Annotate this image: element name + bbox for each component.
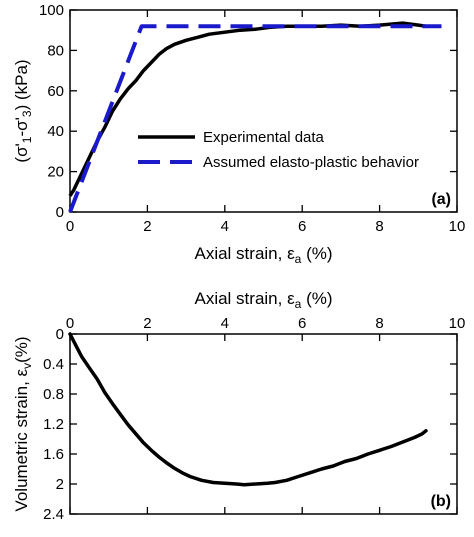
chart-a-x-ticks: 0 2 4 6 8 10 — [66, 10, 466, 235]
chart-a-y-tick-label: 60 — [47, 83, 64, 100]
chart-a: 0 2 4 6 8 10 0 20 40 60 80 100 Axial strain, εa (%… — [12, 2, 465, 266]
chart-b-x-axis-label: Axial strain, εa (%) — [194, 289, 332, 311]
chart-a-x-axis-label: Axial strain, εa (%) — [194, 244, 332, 266]
chart-a-x-tick-label: 2 — [143, 218, 151, 235]
chart-b-panel-label: (b) — [431, 493, 451, 510]
chart-b-y-ticks: 0 0.4 0.8 1.2 1.6 2 2.4 — [43, 326, 457, 523]
chart-b-x-tick-label: 6 — [298, 315, 306, 332]
chart-b-y-tick-label: 0 — [56, 326, 64, 343]
chart-a-x-tick-label: 0 — [66, 218, 74, 235]
chart-b-x-ticks: 0 2 4 6 8 10 — [66, 315, 466, 514]
chart-a-y-axis-label: (σ'1-σ'3) (kPa) — [12, 59, 34, 162]
chart-b-y-tick-label: 1.6 — [43, 446, 64, 463]
chart-a-y-ticks: 0 20 40 60 80 100 — [39, 2, 457, 221]
chart-a-x-tick-label: 6 — [298, 218, 306, 235]
chart-a-y-tick-label: 80 — [47, 42, 64, 59]
chart-b-y-tick-label: 2 — [56, 476, 64, 493]
chart-a-legend: Experimental data Assumed elasto-plastic… — [138, 129, 419, 171]
chart-a-y-tick-label: 100 — [39, 2, 64, 19]
chart-a-x-tick-label: 10 — [449, 218, 466, 235]
chart-b-x-tick-label: 4 — [221, 315, 229, 332]
chart-b-y-axis-label: Volumetric strain, εv(%) — [12, 336, 34, 511]
chart-a-panel-label: (a) — [431, 191, 451, 208]
chart-b: 0 2 4 6 8 10 0 0.4 0.8 1.2 1.6 2 2.4 Axial strain, … — [12, 289, 465, 523]
chart-b-series-group — [68, 332, 428, 487]
chart-a-x-tick-label: 8 — [375, 218, 383, 235]
series-line-experimental — [68, 21, 438, 197]
series-line-volumetric — [68, 332, 428, 487]
chart-b-x-tick-label: 0 — [66, 315, 74, 332]
chart-b-y-tick-label: 0.4 — [43, 356, 64, 373]
chart-b-y-tick-label: 2.4 — [43, 506, 64, 523]
chart-b-y-tick-label: 0.8 — [43, 386, 64, 403]
chart-a-series-group — [68, 21, 442, 213]
chart-b-x-tick-label: 8 — [375, 315, 383, 332]
chart-a-y-tick-label: 0 — [56, 204, 64, 221]
legend-label-experimental: Experimental data — [203, 129, 325, 146]
chart-a-y-tick-label: 40 — [47, 123, 64, 140]
chart-a-plot-frame — [69, 9, 458, 213]
chart-b-x-tick-label: 10 — [449, 315, 466, 332]
series-line-assumed — [68, 24, 442, 213]
legend-label-assumed: Assumed elasto-plastic behavior — [203, 154, 419, 171]
chart-a-x-tick-label: 4 — [221, 218, 229, 235]
chart-b-x-tick-label: 2 — [143, 315, 151, 332]
chart-a-y-tick-label: 20 — [47, 164, 64, 181]
chart-b-y-tick-label: 1.2 — [43, 416, 64, 433]
